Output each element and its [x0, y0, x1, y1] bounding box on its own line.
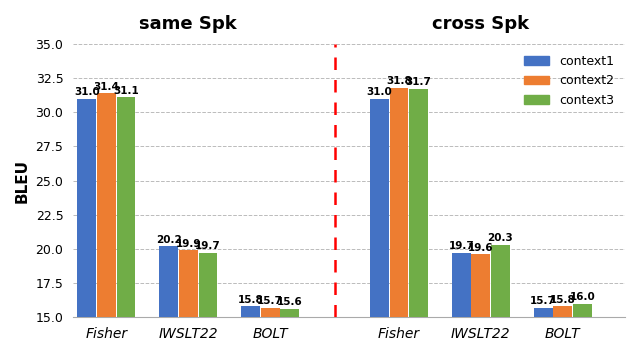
- Bar: [198, 253, 218, 317]
- Bar: [491, 245, 510, 317]
- Bar: [370, 99, 388, 317]
- Text: 15.7: 15.7: [530, 296, 556, 306]
- Text: cross Spk: cross Spk: [432, 15, 529, 33]
- Text: 20.2: 20.2: [156, 235, 182, 245]
- Text: 19.9: 19.9: [175, 239, 201, 249]
- Text: 31.0: 31.0: [367, 87, 392, 97]
- Y-axis label: BLEU: BLEU: [15, 159, 30, 203]
- Text: 31.1: 31.1: [113, 86, 139, 96]
- Text: 19.6: 19.6: [468, 243, 493, 253]
- Text: 19.7: 19.7: [195, 241, 221, 251]
- Bar: [159, 246, 178, 317]
- Bar: [260, 308, 280, 317]
- Bar: [280, 309, 299, 317]
- Text: 31.0: 31.0: [74, 87, 100, 97]
- Bar: [573, 304, 592, 317]
- Text: 31.7: 31.7: [406, 77, 431, 88]
- Text: same Spk: same Spk: [140, 15, 237, 33]
- Bar: [452, 253, 470, 317]
- Bar: [534, 308, 552, 317]
- Text: 31.8: 31.8: [386, 76, 412, 86]
- Text: 20.3: 20.3: [488, 233, 513, 243]
- Bar: [409, 89, 428, 317]
- Bar: [472, 255, 490, 317]
- Bar: [390, 88, 408, 317]
- Bar: [241, 307, 260, 317]
- Text: 31.4: 31.4: [93, 82, 119, 91]
- Bar: [179, 250, 198, 317]
- Bar: [97, 93, 116, 317]
- Text: 16.0: 16.0: [570, 292, 595, 302]
- Text: 15.7: 15.7: [257, 296, 283, 306]
- Bar: [77, 99, 96, 317]
- Legend: context1, context2, context3: context1, context2, context3: [519, 50, 619, 112]
- Text: 15.8: 15.8: [237, 295, 264, 305]
- Bar: [116, 97, 136, 317]
- Text: 15.8: 15.8: [550, 295, 575, 305]
- Text: 15.6: 15.6: [277, 298, 303, 308]
- Text: 19.7: 19.7: [449, 241, 474, 251]
- Bar: [554, 307, 572, 317]
